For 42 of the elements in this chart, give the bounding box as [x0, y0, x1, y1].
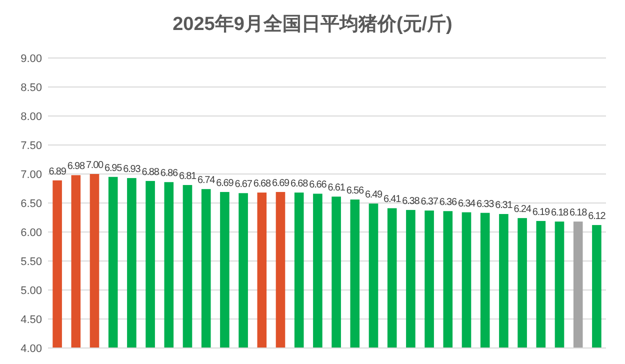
- y-tick-label: 6.50: [20, 198, 42, 210]
- y-tick-label: 9.00: [20, 52, 42, 65]
- data-label: 6.68: [253, 178, 272, 190]
- data-label: 6.81: [178, 171, 198, 182]
- data-label: 6.69: [272, 178, 290, 189]
- data-label: 6.74: [198, 175, 216, 186]
- data-label: 6.31: [495, 200, 514, 212]
- data-label: 6.37: [420, 196, 439, 208]
- data-label: 6.18: [570, 208, 588, 219]
- data-label: 6.69: [216, 178, 234, 189]
- data-label: 6.88: [142, 166, 160, 178]
- data-label: 6.34: [458, 198, 476, 210]
- y-tick-label: 5.00: [20, 284, 42, 297]
- data-label: 6.95: [104, 162, 123, 174]
- data-label: 6.56: [346, 186, 364, 197]
- data-label: 6.24: [514, 204, 532, 216]
- data-label: 6.67: [234, 179, 253, 190]
- y-tick-label: 8.00: [20, 110, 42, 123]
- data-label: 6.18: [550, 208, 570, 219]
- y-tick-label: 8.50: [20, 82, 42, 94]
- data-label: 6.33: [476, 198, 495, 210]
- data-label: 6.12: [588, 211, 606, 222]
- data-label: 6.86: [160, 168, 178, 180]
- data-label: 6.38: [402, 196, 420, 207]
- y-tick-label: 4.00: [20, 342, 42, 355]
- y-tick-label: 5.50: [20, 256, 42, 268]
- data-label: 6.93: [123, 164, 142, 176]
- y-tick-label: 7.50: [20, 140, 42, 152]
- data-label: 6.19: [532, 206, 550, 218]
- chart-title: 2025年9月全国日平均猪价(元/斤): [172, 13, 452, 35]
- y-tick-label: 7.00: [20, 168, 42, 181]
- data-label: 6.61: [328, 182, 346, 194]
- data-label: 7.00: [86, 160, 104, 171]
- data-label: 6.98: [67, 161, 86, 172]
- data-label: 6.49: [364, 190, 384, 201]
- y-tick-label: 4.50: [20, 314, 42, 326]
- data-label: 6.66: [309, 180, 328, 191]
- data-label: 6.89: [48, 166, 67, 178]
- data-label: 6.36: [439, 197, 458, 208]
- y-tick-label: 6.00: [20, 226, 42, 239]
- data-label: 6.68: [290, 178, 309, 190]
- data-label: 6.41: [384, 194, 402, 206]
